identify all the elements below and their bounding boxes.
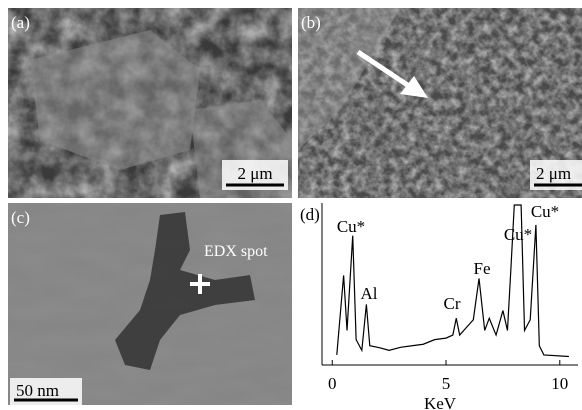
scale-bar-label: 2 μm <box>536 164 571 183</box>
scale-bar-label: 50 nm <box>16 381 59 400</box>
annotation: EDX spot <box>204 243 268 260</box>
panel-a: (a) 2 μm <box>8 8 292 198</box>
x-tick-label: 0 <box>328 374 337 393</box>
peak-label: Al <box>361 284 378 303</box>
panel-label: (d) <box>300 205 320 224</box>
scale-bar-label: 2 μm <box>237 164 272 183</box>
peak-label: Cu* <box>504 225 532 244</box>
x-axis-label: KeV <box>424 394 457 410</box>
figure: (a) 2 μm (b) 2 μm (c) EDX spot 50 nm (d)… <box>0 0 582 410</box>
panel-c: (c) EDX spot 50 nm <box>8 203 292 405</box>
x-tick-label: 5 <box>442 374 451 393</box>
x-tick-label: 10 <box>551 374 568 393</box>
panel-d: (d) KeV 0 5 10 Cu* Al Cr Fe Cu* Cu* <box>300 202 578 410</box>
panel-b: (b) 2 μm <box>298 8 582 198</box>
peak-label: Cu* <box>337 217 365 236</box>
panel-label: (c) <box>11 208 30 227</box>
spectrum-line <box>337 205 569 356</box>
peak-label: Cu* <box>531 202 559 221</box>
panel-label: (a) <box>11 13 30 32</box>
peak-label: Fe <box>474 259 491 278</box>
peak-label: Cr <box>444 294 461 313</box>
panel-label: (b) <box>301 13 321 32</box>
